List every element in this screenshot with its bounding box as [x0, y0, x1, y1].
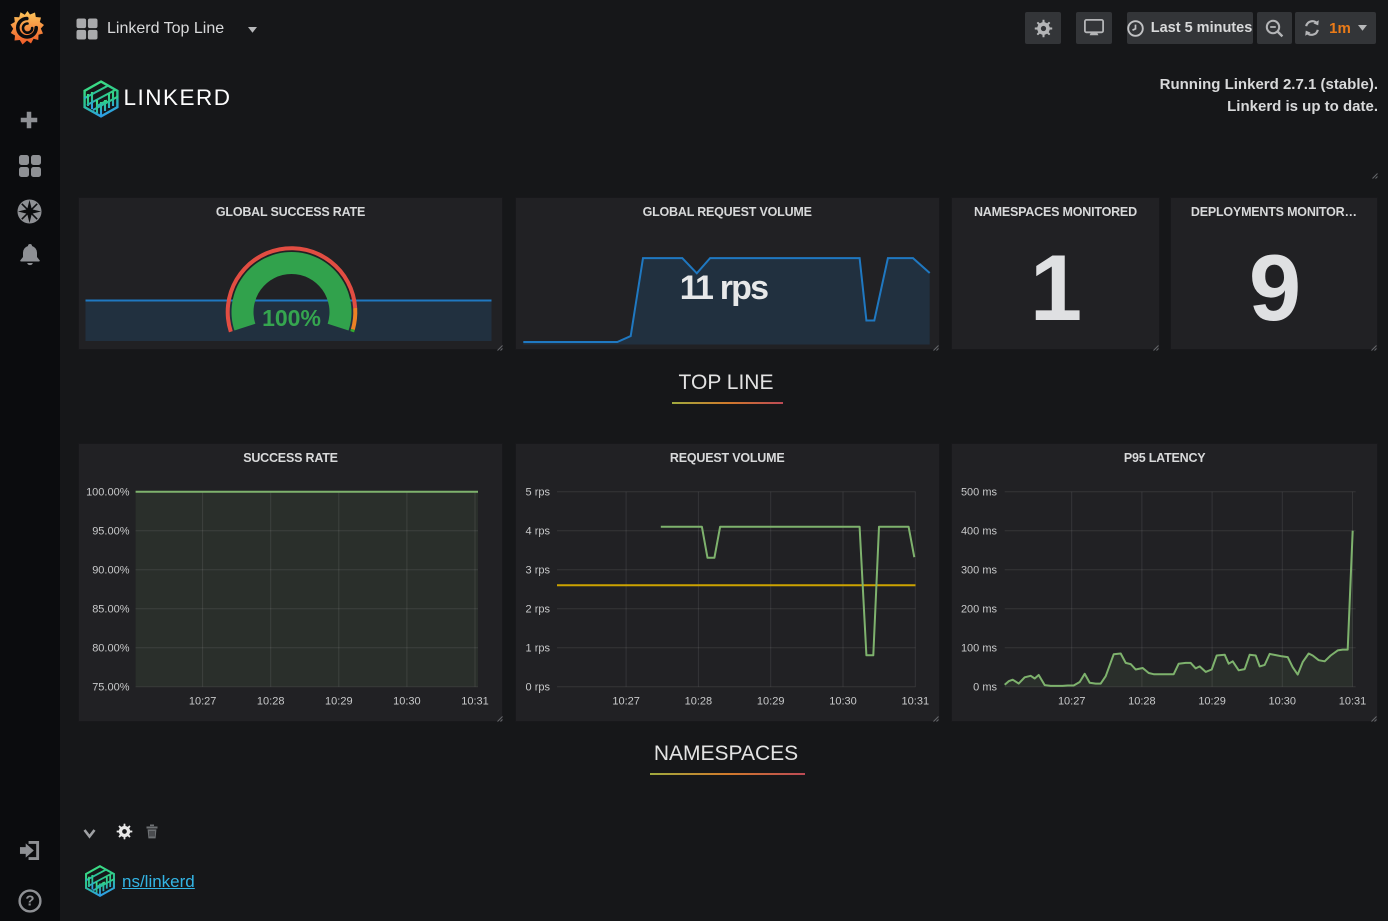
svg-text:10:31: 10:31	[1339, 696, 1367, 708]
svg-text:10:27: 10:27	[189, 696, 217, 708]
svg-text:90.00%: 90.00%	[92, 565, 130, 577]
svg-text:10:29: 10:29	[325, 696, 353, 708]
svg-text:95.00%: 95.00%	[92, 526, 130, 538]
svg-text:10:28: 10:28	[257, 696, 285, 708]
svg-text:10:29: 10:29	[757, 696, 785, 708]
svg-text:5 rps: 5 rps	[525, 487, 550, 499]
svg-text:1: 1	[1030, 235, 1082, 340]
svg-text:85.00%: 85.00%	[92, 604, 130, 616]
svg-text:3 rps: 3 rps	[525, 565, 550, 577]
svg-text:10:30: 10:30	[393, 696, 421, 708]
svg-text:100 ms: 100 ms	[961, 643, 998, 655]
svg-text:100.00%: 100.00%	[86, 487, 130, 499]
svg-text:100%: 100%	[262, 305, 321, 331]
svg-text:300 ms: 300 ms	[961, 565, 998, 577]
svg-text:?: ?	[25, 893, 34, 910]
svg-text:2 rps: 2 rps	[525, 604, 550, 616]
svg-text:10:30: 10:30	[829, 696, 857, 708]
svg-text:75.00%: 75.00%	[92, 682, 130, 694]
svg-text:10:27: 10:27	[612, 696, 640, 708]
svg-text:0 ms: 0 ms	[973, 682, 997, 694]
svg-text:10:28: 10:28	[1128, 696, 1156, 708]
svg-text:9: 9	[1249, 235, 1301, 340]
svg-text:10:31: 10:31	[901, 696, 929, 708]
svg-text:200 ms: 200 ms	[961, 604, 998, 616]
svg-text:10:27: 10:27	[1058, 696, 1086, 708]
svg-text:1 rps: 1 rps	[525, 643, 550, 655]
svg-text:400 ms: 400 ms	[961, 526, 998, 538]
svg-text:80.00%: 80.00%	[92, 643, 130, 655]
svg-text:4 rps: 4 rps	[525, 526, 550, 538]
svg-text:10:29: 10:29	[1199, 696, 1227, 708]
svg-text:11 rps: 11 rps	[679, 269, 767, 307]
svg-text:0 rps: 0 rps	[525, 682, 550, 694]
svg-text:10:28: 10:28	[684, 696, 712, 708]
svg-text:500 ms: 500 ms	[961, 487, 998, 499]
svg-text:10:30: 10:30	[1269, 696, 1297, 708]
svg-text:10:31: 10:31	[461, 696, 489, 708]
